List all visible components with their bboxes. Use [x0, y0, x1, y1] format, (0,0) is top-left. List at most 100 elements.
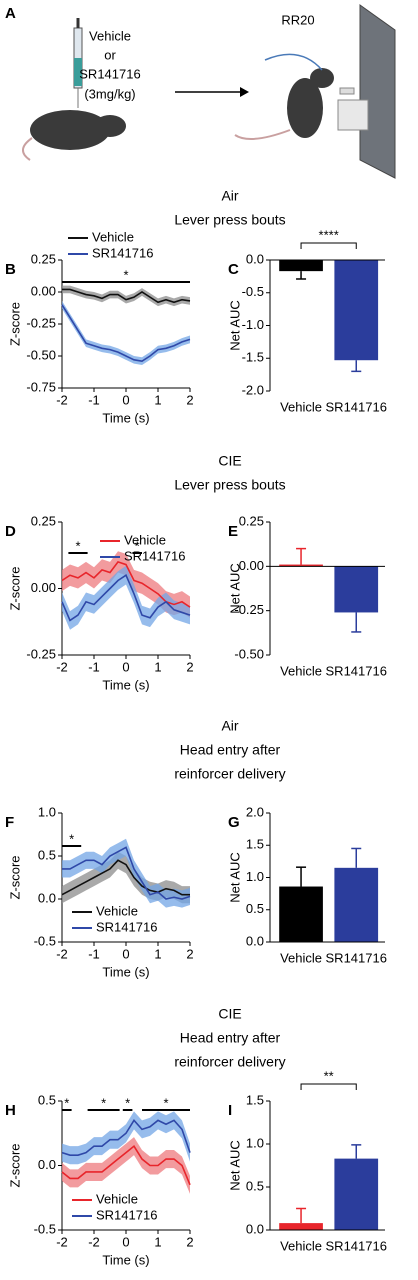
bar: [334, 1158, 379, 1230]
legend-label: SR141716: [124, 548, 185, 563]
x-tick-label: -2: [56, 1234, 68, 1249]
panel-a-illustration: [22, 4, 396, 179]
y-tick-label: -0.25: [234, 602, 264, 617]
x-tick-label: -2: [56, 946, 68, 961]
x-tick-label: 2: [186, 659, 193, 674]
y-tick-label: 0.5: [38, 1092, 56, 1107]
series-line: [61, 1144, 191, 1186]
y-tick-label: 0.0: [38, 1157, 56, 1172]
treatment-text: or: [104, 47, 116, 62]
x-tick-label: Vehicle: [280, 950, 322, 965]
y-tick-label: 0.0: [246, 251, 264, 266]
legend-label: Vehicle: [92, 229, 134, 244]
y-tick-label: -0.5: [34, 1221, 56, 1236]
error-band: [62, 565, 190, 630]
mouse-rearing: [287, 78, 323, 138]
y-tick-label: 0.0: [38, 890, 56, 905]
x-tick-label: 1: [154, 946, 161, 961]
x-tick-label: -1: [88, 946, 100, 961]
significance-label: *: [69, 831, 74, 846]
treatment-text: Vehicle: [89, 28, 131, 43]
x-tick-label: 0: [122, 946, 129, 961]
x-tick-label: -2: [56, 659, 68, 674]
series-line: [61, 859, 190, 896]
y-tick-label: -0.25: [26, 646, 56, 661]
y-axis-label: Net AUC: [227, 300, 242, 351]
series-line: [62, 288, 191, 304]
x-axis-label: Time (s): [102, 1252, 149, 1267]
food-port: [337, 99, 369, 131]
significance-label: *: [75, 538, 80, 553]
y-axis-label: Net AUC: [227, 852, 242, 903]
significance-label: *: [123, 267, 128, 282]
x-tick-label: -2: [88, 1234, 100, 1249]
x-tick-label: SR141716: [326, 663, 387, 678]
legend-label: SR141716: [96, 919, 157, 934]
schedule-label: RR20: [281, 12, 314, 27]
y-tick-label: 0.0: [246, 1221, 264, 1236]
x-tick-label: 1: [154, 659, 161, 674]
y-tick-label: 1.0: [246, 1135, 264, 1150]
significance-bracket: [300, 242, 357, 249]
x-tick-label: 0: [122, 659, 129, 674]
y-tick-label: 0.00: [239, 558, 264, 573]
x-tick-label: 2: [186, 946, 193, 961]
y-axis-label: Z-score: [7, 855, 22, 899]
y-tick-label: 1.0: [246, 869, 264, 884]
significance-label: ****: [319, 227, 339, 242]
y-tick-label: 1.5: [246, 837, 264, 852]
x-axis-label: Time (s): [102, 410, 149, 425]
series-line: [61, 1119, 191, 1156]
section-title: Lever press bouts: [174, 212, 285, 228]
legend-label: Vehicle: [96, 1191, 138, 1206]
error-band: [62, 1111, 190, 1165]
bar: [279, 564, 323, 567]
significance-label: *: [135, 538, 140, 553]
bar: [279, 1223, 323, 1230]
error-band: [62, 285, 190, 307]
x-tick-label: SR141716: [326, 950, 387, 965]
y-tick-label: 0.25: [31, 251, 56, 266]
x-tick-label: 2: [186, 1234, 193, 1249]
y-tick-label: 2.0: [246, 804, 264, 819]
panel-letter: G: [228, 814, 240, 831]
y-axis-label: Z-score: [7, 302, 22, 346]
series-line: [61, 560, 191, 608]
section-title: CIE: [218, 1006, 241, 1022]
significance-bracket: [300, 1083, 357, 1090]
panel-letter: A: [5, 5, 16, 22]
panel-letter: E: [228, 523, 238, 540]
y-tick-label: -0.25: [26, 315, 56, 330]
section-title: Lever press bouts: [174, 477, 285, 493]
y-tick-label: 0.0: [246, 933, 264, 948]
treatment-text: (3mg/kg): [84, 86, 135, 101]
x-tick-label: Vehicle: [280, 663, 322, 678]
x-tick-label: 2: [186, 392, 193, 407]
legend-label: Vehicle: [124, 532, 166, 547]
mouse-body: [30, 110, 110, 150]
bar: [334, 867, 379, 942]
x-tick-label: 1: [154, 392, 161, 407]
y-tick-label: -0.50: [26, 347, 56, 362]
mouse-head-2: [310, 68, 334, 88]
bar: [279, 260, 323, 272]
y-tick-label: -0.50: [234, 646, 264, 661]
y-tick-label: -0.5: [242, 284, 264, 299]
y-axis-label: Z-score: [7, 566, 22, 610]
y-tick-label: 0.00: [31, 283, 56, 298]
panel-letter: H: [5, 1102, 16, 1119]
series-line: [61, 304, 191, 362]
series-line: [61, 574, 191, 622]
bar: [334, 260, 379, 361]
mouse-tail-2: [234, 129, 291, 140]
panel-letter: C: [228, 261, 239, 278]
section-title: reinforcer delivery: [174, 1054, 285, 1070]
section-title: Head entry after: [180, 1030, 281, 1046]
section-title: Head entry after: [180, 742, 281, 758]
significance-label: *: [163, 1095, 168, 1110]
error-band: [62, 1137, 190, 1194]
bar: [279, 886, 323, 942]
operant-wall: [359, 4, 396, 179]
x-axis-label: Time (s): [102, 677, 149, 692]
